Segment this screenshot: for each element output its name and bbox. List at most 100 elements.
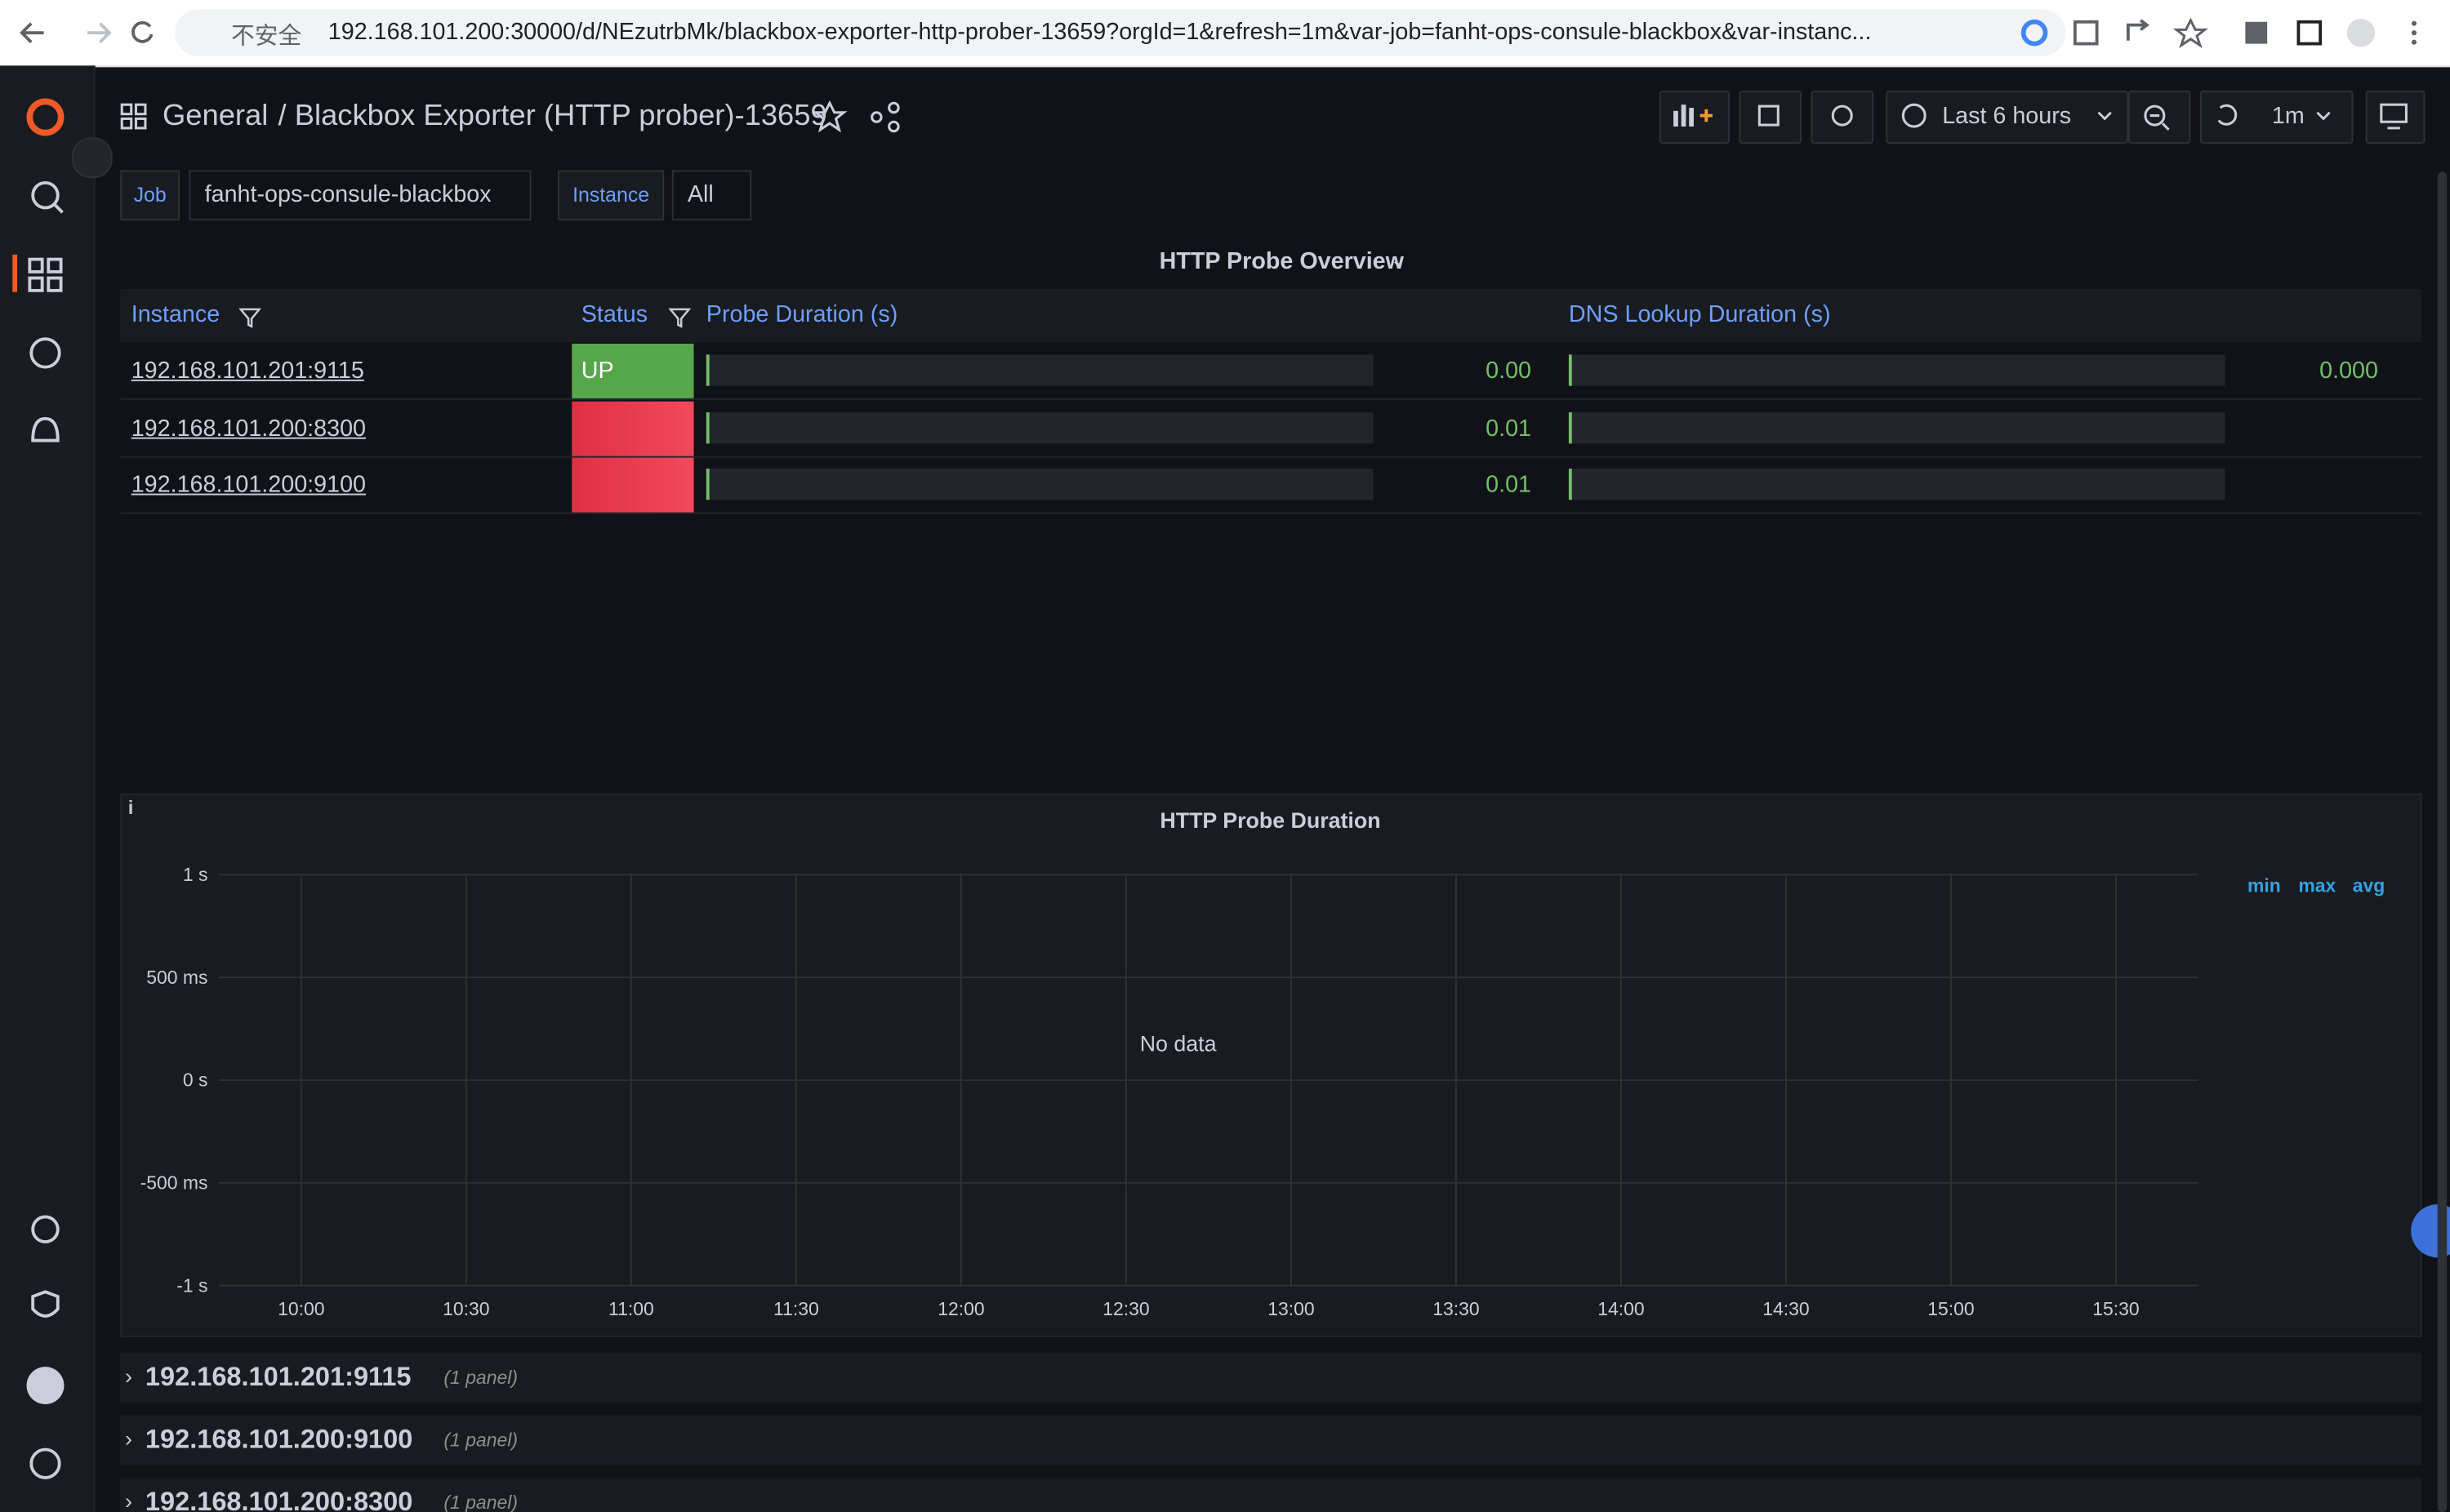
x-tick-label: 12:00 — [938, 1298, 984, 1319]
variable-dropdown[interactable]: fanht-ops-consule-blackbox — [189, 170, 532, 220]
status-cell — [572, 400, 694, 456]
row-bar[interactable] — [120, 1477, 2422, 1512]
column-header[interactable]: DNS Lookup Duration (s) — [1568, 301, 1831, 328]
chart-title: HTTP Probe Duration — [1160, 808, 1380, 833]
status-cell — [572, 457, 694, 513]
time-range[interactable]: Last 6 hours — [1942, 103, 2072, 130]
gauge-value: 0.01 — [1486, 471, 1532, 499]
sidebar-toggle[interactable] — [72, 137, 113, 179]
legend-column[interactable]: max — [2298, 874, 2336, 896]
add-panel-button[interactable] — [1659, 90, 1730, 145]
legend-column[interactable]: avg — [2353, 874, 2385, 896]
status-text: UP — [581, 358, 614, 385]
row-bar[interactable] — [120, 1352, 2422, 1403]
filter-glyph[interactable] — [238, 306, 262, 328]
x-tick-label: 10:00 — [278, 1298, 324, 1319]
column-header[interactable]: Status — [581, 301, 648, 328]
save-button[interactable] — [1739, 90, 1802, 145]
folder-link[interactable]: General — [162, 100, 269, 133]
column-header[interactable]: Instance — [131, 301, 220, 328]
refresh-picker[interactable] — [2199, 90, 2354, 145]
x-tick-label: 15:30 — [2092, 1298, 2139, 1319]
filter-glyph[interactable] — [668, 306, 692, 328]
instance-link[interactable]: 192.168.101.200:8300 — [131, 414, 367, 442]
tv-mode-button[interactable] — [2365, 90, 2426, 145]
gauge-value: 0.000 — [2319, 358, 2378, 385]
gauge-track — [706, 354, 1374, 386]
y-tick-label: 0 s — [183, 1070, 208, 1091]
row-divider — [120, 398, 2422, 400]
row-caret: › — [125, 1425, 133, 1452]
x-tick-label: 14:30 — [1762, 1298, 1809, 1319]
variable-label: Job — [120, 170, 180, 220]
gauge-track — [1568, 411, 2225, 443]
row-title[interactable]: 192.168.101.200:8300 — [145, 1487, 413, 1512]
address-bar[interactable] — [175, 9, 2066, 56]
gauge-tick — [1568, 468, 1572, 500]
row-count: (1 panel) — [443, 1492, 519, 1512]
y-tick-label: 1 s — [183, 864, 208, 885]
graph-panel — [120, 793, 2422, 1337]
legend-column[interactable]: min — [2247, 874, 2281, 896]
x-tick-label: 10:30 — [443, 1298, 489, 1319]
row-bar[interactable] — [120, 1415, 2422, 1465]
dashboard-title: / Blackbox Exporter (HTTP prober)-13659 — [278, 100, 827, 133]
row-count: (1 panel) — [443, 1429, 519, 1452]
variable-dropdown[interactable]: All — [671, 170, 752, 220]
y-tick-label: 500 ms — [146, 967, 207, 988]
title-actions[interactable] — [812, 100, 922, 134]
insecure-label: 不安全 — [231, 23, 302, 51]
row-divider — [120, 455, 2422, 457]
gauge-tick — [706, 468, 710, 500]
filter-icon[interactable] — [238, 306, 262, 328]
row-caret: › — [125, 1488, 133, 1512]
instance-link[interactable]: 192.168.101.201:9115 — [131, 358, 364, 385]
refresh-interval[interactable]: 1m — [2271, 103, 2305, 130]
y-tick-label: -1 s — [176, 1274, 207, 1296]
url[interactable]: 192.168.101.200:30000/d/NEzutrbMk/blackb… — [327, 18, 1872, 46]
x-tick-label: 11:30 — [773, 1298, 819, 1319]
x-tick-label: 11:00 — [608, 1298, 654, 1319]
status-cell — [572, 343, 694, 398]
time-picker[interactable] — [1886, 90, 2128, 145]
gauge-value: 0.00 — [1486, 358, 1532, 385]
scrollbar[interactable] — [2437, 171, 2448, 1512]
instance-link[interactable]: 192.168.101.200:9100 — [131, 471, 367, 499]
gauge-track — [706, 468, 1374, 500]
gauge-tick — [1568, 411, 1572, 443]
zoom-out-button[interactable] — [2127, 90, 2191, 145]
gauge-track — [1568, 468, 2225, 500]
dropdown-caret[interactable]: ⌄ — [1390, 251, 1405, 270]
table-title[interactable]: HTTP Probe Overview — [1159, 248, 1404, 275]
dashboard-icon — [120, 103, 147, 130]
gauge-tick — [706, 354, 710, 386]
no-data: No data — [1140, 1032, 1217, 1056]
gauge-tick — [1568, 354, 1572, 386]
row-title[interactable]: 192.168.101.201:9115 — [145, 1362, 412, 1392]
browser-icons[interactable] — [2016, 17, 2438, 51]
nav-buttons[interactable] — [16, 16, 164, 50]
column-header[interactable]: Probe Duration (s) — [706, 301, 898, 328]
y-tick-label: -500 ms — [140, 1172, 208, 1193]
row-caret: › — [125, 1363, 133, 1389]
variable-label: Instance — [558, 170, 665, 220]
browser-bar: 不安全 192.168.101.200:30000/d/NEzutrbMk/bl… — [0, 0, 2450, 68]
gauge-track — [1568, 354, 2225, 386]
panel-info-icon[interactable]: i — [127, 796, 134, 819]
row-count: (1 panel) — [443, 1367, 519, 1389]
settings-button[interactable] — [1811, 90, 1874, 145]
x-tick-label: 14:00 — [1597, 1298, 1644, 1319]
gauge-tick — [706, 411, 710, 443]
x-tick-label: 13:30 — [1432, 1298, 1479, 1319]
sidebar-icons[interactable] — [0, 65, 94, 1512]
sidebar — [0, 65, 96, 1512]
x-tick-label: 15:00 — [1927, 1298, 1974, 1319]
row-divider — [120, 512, 2422, 514]
filter-icon[interactable] — [668, 306, 692, 328]
row-title[interactable]: 192.168.101.200:9100 — [145, 1424, 413, 1455]
gauge-track — [706, 411, 1374, 443]
toolbar-icons — [1673, 103, 2408, 131]
